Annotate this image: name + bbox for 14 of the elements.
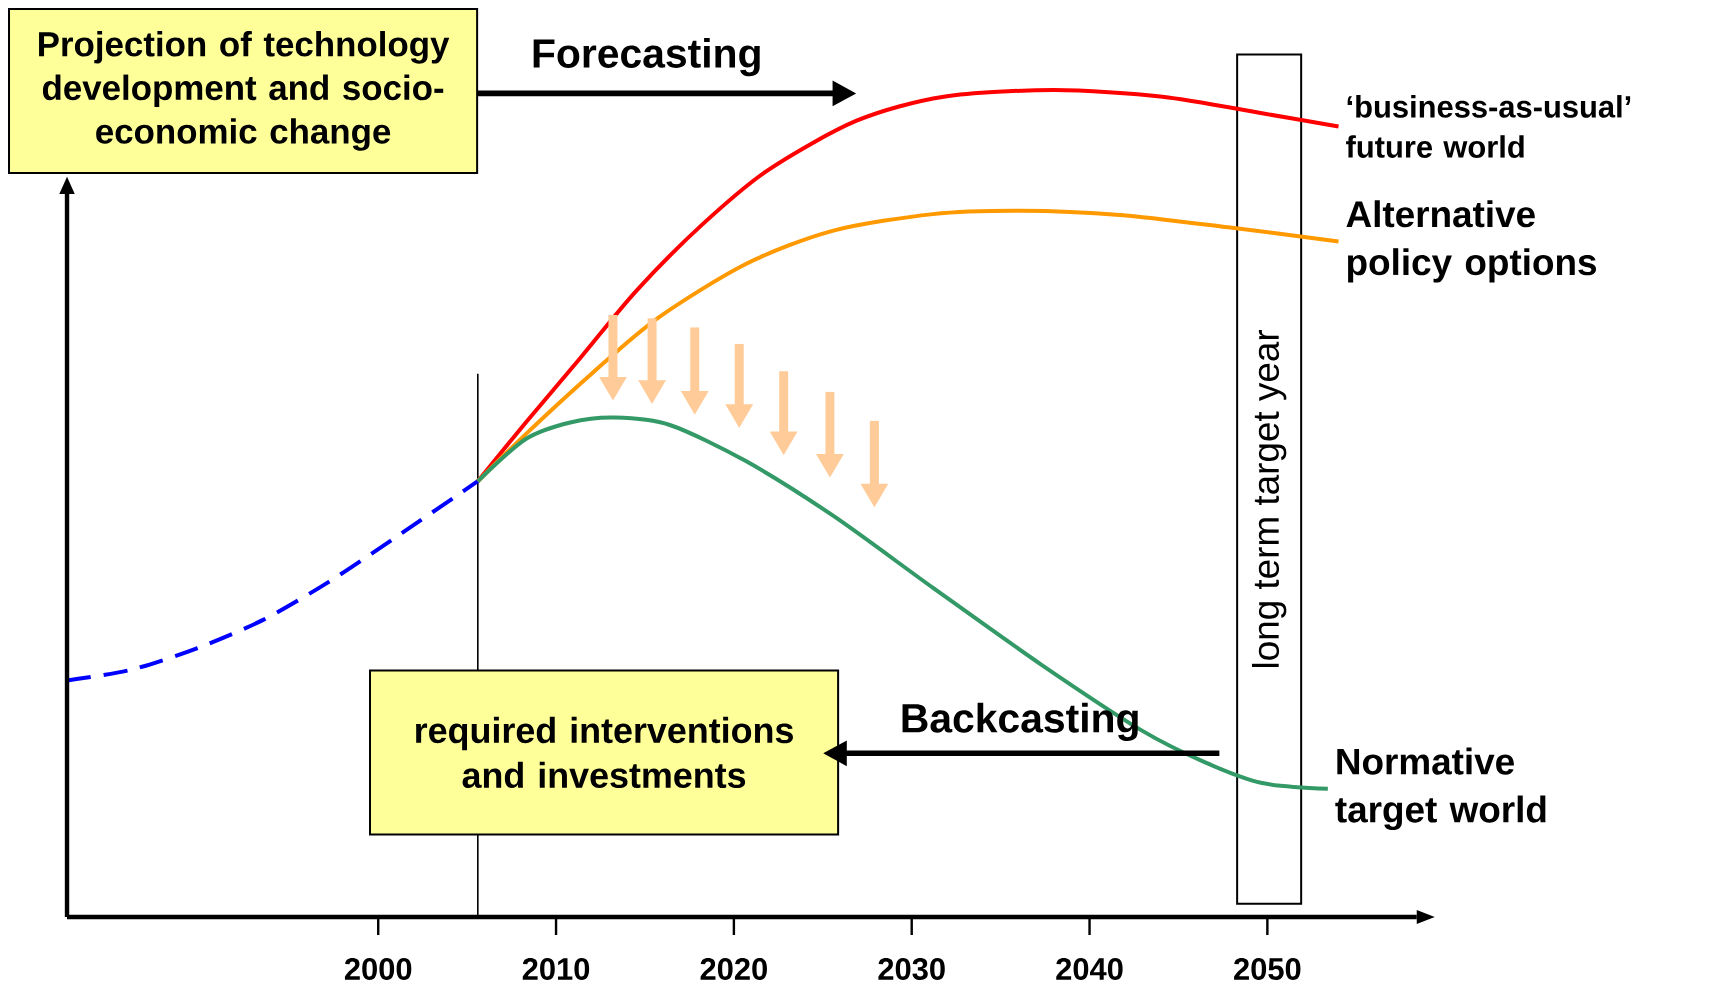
x-tick-label: 2010 [522, 958, 590, 981]
series-label: ‘business-as-usual’ future world [1346, 95, 1631, 159]
x-tick-label: 2020 [700, 958, 767, 981]
x-tick-label: 2030 [878, 958, 945, 981]
x-tick-label: 2040 [1056, 958, 1123, 981]
x-tick-label: 2000 [344, 958, 412, 981]
x-tick-label: 2050 [1234, 958, 1301, 981]
annotation: Projection of technology development and socio-economic change [39, 31, 450, 152]
text: Forecasting [533, 38, 760, 77]
series-label: Alternative policy options [1346, 200, 1597, 283]
series-label: Normative target world [1335, 747, 1546, 831]
band-label: long term target year [1251, 330, 1287, 668]
annotation: required interventions and investments [416, 717, 793, 789]
annotation: Backcasting [902, 702, 1138, 742]
